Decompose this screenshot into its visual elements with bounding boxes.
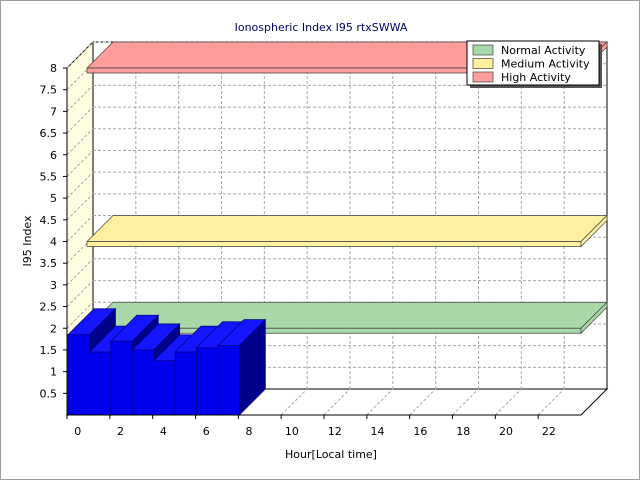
x-tick-label: 6 xyxy=(203,425,210,438)
bar-front xyxy=(174,351,197,416)
legend-swatch xyxy=(472,58,494,69)
grid-line-floor xyxy=(494,388,522,416)
legend-label: High Activity xyxy=(501,71,571,84)
bar-front xyxy=(196,347,219,416)
grid-line-wall xyxy=(66,171,94,199)
grid-line-floor xyxy=(366,388,394,416)
bar-series xyxy=(67,307,267,416)
band-side-face xyxy=(580,301,608,335)
y-tick-label: 4.5 xyxy=(40,214,58,227)
x-tick-label: 20 xyxy=(499,425,513,438)
x-tick-label: 8 xyxy=(246,425,253,438)
x-tick-label: 10 xyxy=(285,425,299,438)
grid-line-wall xyxy=(66,128,94,156)
bar-front xyxy=(217,345,240,416)
band-top-face xyxy=(86,215,608,242)
y-tick-label: 7 xyxy=(50,105,57,118)
y-tick-label: 1.5 xyxy=(40,344,58,357)
y-tick-label: 1 xyxy=(50,366,57,379)
bar-hour-7 xyxy=(216,318,267,416)
grid-line-wall xyxy=(66,150,94,177)
y-tick-labels: 0.5 1 1.5 2 2.5 3 3.5 4 4.5 5 5.5 6 6.5 7 7.5 8 xyxy=(40,62,67,400)
x-tick-label: 0 xyxy=(74,425,81,438)
y-tick-label: 4 xyxy=(50,236,57,249)
grid-line-wall xyxy=(66,280,94,307)
y-tick-label: 2.5 xyxy=(40,301,58,314)
y-tick-label: 8 xyxy=(50,62,57,75)
bar-front xyxy=(89,351,112,416)
x-tick-label: 18 xyxy=(456,425,470,438)
band-side-face xyxy=(580,214,608,248)
grid-line-wall xyxy=(66,85,94,112)
y-axis-label: I95 Index xyxy=(21,215,34,267)
grid-line-wall xyxy=(66,258,94,286)
bar-front xyxy=(131,349,155,416)
y-tick-label: 3 xyxy=(50,279,57,292)
x-axis-label: Hour[Local time] xyxy=(285,448,377,461)
y-tick-label: 6.5 xyxy=(40,127,58,140)
legend-item: Normal Activity xyxy=(472,44,586,57)
x-tick-label: 12 xyxy=(328,425,342,438)
grid-line-wall xyxy=(66,301,94,329)
grid-line-floor xyxy=(323,388,351,416)
x-tick-label: 4 xyxy=(160,425,167,438)
grid-line-floor xyxy=(452,388,479,416)
legend-item: Medium Activity xyxy=(472,58,590,71)
y-tick-label: 6 xyxy=(50,149,57,162)
grid-line-wall xyxy=(66,106,94,134)
x-tick-label: 22 xyxy=(542,425,556,438)
grid-line-floor xyxy=(537,388,565,416)
band-front-face xyxy=(86,241,582,247)
grid-line-wall xyxy=(66,41,94,69)
legend-label: Medium Activity xyxy=(501,58,590,71)
x-tick-label: 2 xyxy=(117,425,124,438)
y-tick-label: 5 xyxy=(50,192,57,205)
bar-front xyxy=(67,334,90,416)
grid-line-floor xyxy=(280,388,308,416)
bar-front xyxy=(153,360,176,416)
legend-swatch xyxy=(472,71,494,83)
y-tick-label: 2 xyxy=(50,322,57,335)
band-medium-activity xyxy=(86,214,608,248)
y-tick-label: 7.5 xyxy=(40,84,58,97)
y-tick-label: 0.5 xyxy=(40,387,58,400)
legend-item: High Activity xyxy=(472,71,571,84)
x-tick-label: 14 xyxy=(371,425,385,438)
chart-title: Ionospheric Index I95 rtxSWWA xyxy=(235,21,408,34)
grid-line-wall xyxy=(66,215,94,242)
legend-label: Normal Activity xyxy=(501,44,586,57)
x-tick-labels: 0 2 4 6 8 10 12 14 16 18 20 22 xyxy=(66,415,556,438)
legend-swatch xyxy=(472,44,494,56)
y-tick-label: 5.5 xyxy=(40,170,58,183)
x-tick-label: 16 xyxy=(413,425,427,438)
bar-front xyxy=(110,340,133,416)
y-tick-label: 3.5 xyxy=(40,257,58,270)
grid-line-floor xyxy=(409,388,437,416)
grid-line-wall xyxy=(66,193,94,221)
